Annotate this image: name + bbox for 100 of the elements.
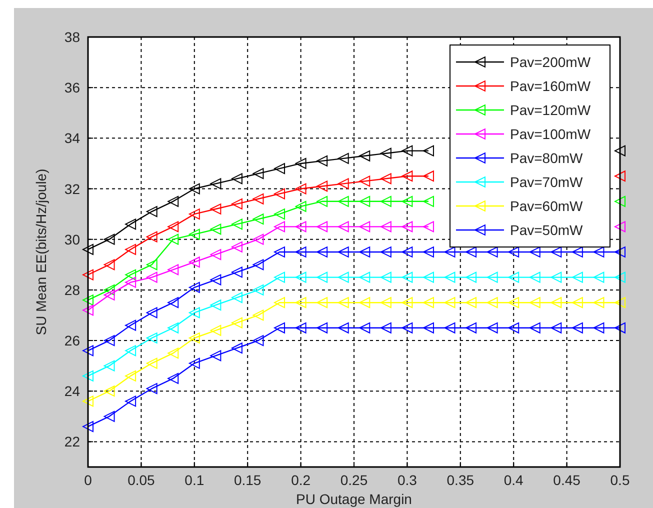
point [231,292,242,304]
point [359,246,370,258]
point [466,297,477,308]
point [338,297,349,308]
point [359,176,370,187]
point [529,246,540,258]
point [168,297,179,308]
point [188,332,200,344]
point [295,183,306,194]
point [252,259,264,270]
x-tick-label: 0.1 [184,472,204,488]
point [188,307,200,318]
point [82,244,94,255]
point [338,152,349,164]
point [444,246,456,258]
legend-label: Pav=50mW [510,222,584,238]
point [614,145,626,156]
point [252,310,264,321]
point [210,224,222,235]
point [274,246,286,258]
point [550,322,562,334]
point [422,221,434,232]
point [295,297,306,308]
point [231,317,242,328]
point [104,284,115,296]
point [444,297,456,308]
point [146,272,158,283]
point [274,208,286,220]
point [168,322,179,334]
x-axis-title: PU Outage Margin [296,491,412,507]
point [146,307,158,318]
point [295,200,306,212]
point [210,249,222,260]
point [614,272,626,283]
point [231,342,242,354]
y-tick-label: 32 [64,180,80,197]
point [168,348,179,359]
point [231,241,242,252]
point [380,196,392,207]
point [466,246,477,258]
point [82,345,94,356]
point [188,282,200,293]
point [550,272,562,283]
point [614,170,626,182]
point [252,284,264,296]
point [104,259,115,270]
y-axis-title: SU Mean EE(bits/Hz/joule) [33,168,49,336]
point [210,324,222,336]
point [338,272,349,283]
point [125,370,136,382]
point [252,193,264,204]
legend-label: Pav=60mW [510,198,584,214]
legend-label: Pav=200mW [510,54,592,70]
x-tick-label: 0.35 [446,472,474,488]
x-tick-label: 0.3 [397,472,418,488]
point [359,297,370,308]
point [614,196,626,207]
point [316,297,328,308]
point [210,204,222,214]
point [466,322,477,334]
point [444,272,456,283]
point [550,297,562,308]
point [402,221,413,232]
point [146,206,158,218]
y-tick-label: 30 [64,231,80,248]
point [274,188,286,200]
point [444,322,456,334]
point [572,272,583,283]
point [188,228,200,240]
point [486,246,498,258]
point [125,320,136,331]
point [274,221,286,232]
point [252,168,264,180]
point [274,322,286,334]
point [210,274,222,286]
point [231,198,242,210]
point [508,322,520,334]
x-tick-label: 0.4 [504,472,524,488]
point [231,266,242,278]
x-tick-label: 0.25 [340,472,368,488]
legend-label: Pav=80mW [510,150,584,166]
point [188,256,200,268]
point [316,155,328,166]
point [380,246,392,258]
point [486,272,498,283]
point [168,234,179,245]
y-tick-label: 24 [64,383,80,400]
point [402,246,413,258]
point [295,221,306,232]
point [146,332,158,344]
point [210,300,222,311]
point [316,246,328,258]
point [422,322,434,334]
legend-label: Pav=100mW [510,126,592,142]
point [380,148,392,159]
point [380,297,392,308]
point [125,276,136,288]
point [380,221,392,232]
point [210,178,222,190]
point [295,158,306,169]
